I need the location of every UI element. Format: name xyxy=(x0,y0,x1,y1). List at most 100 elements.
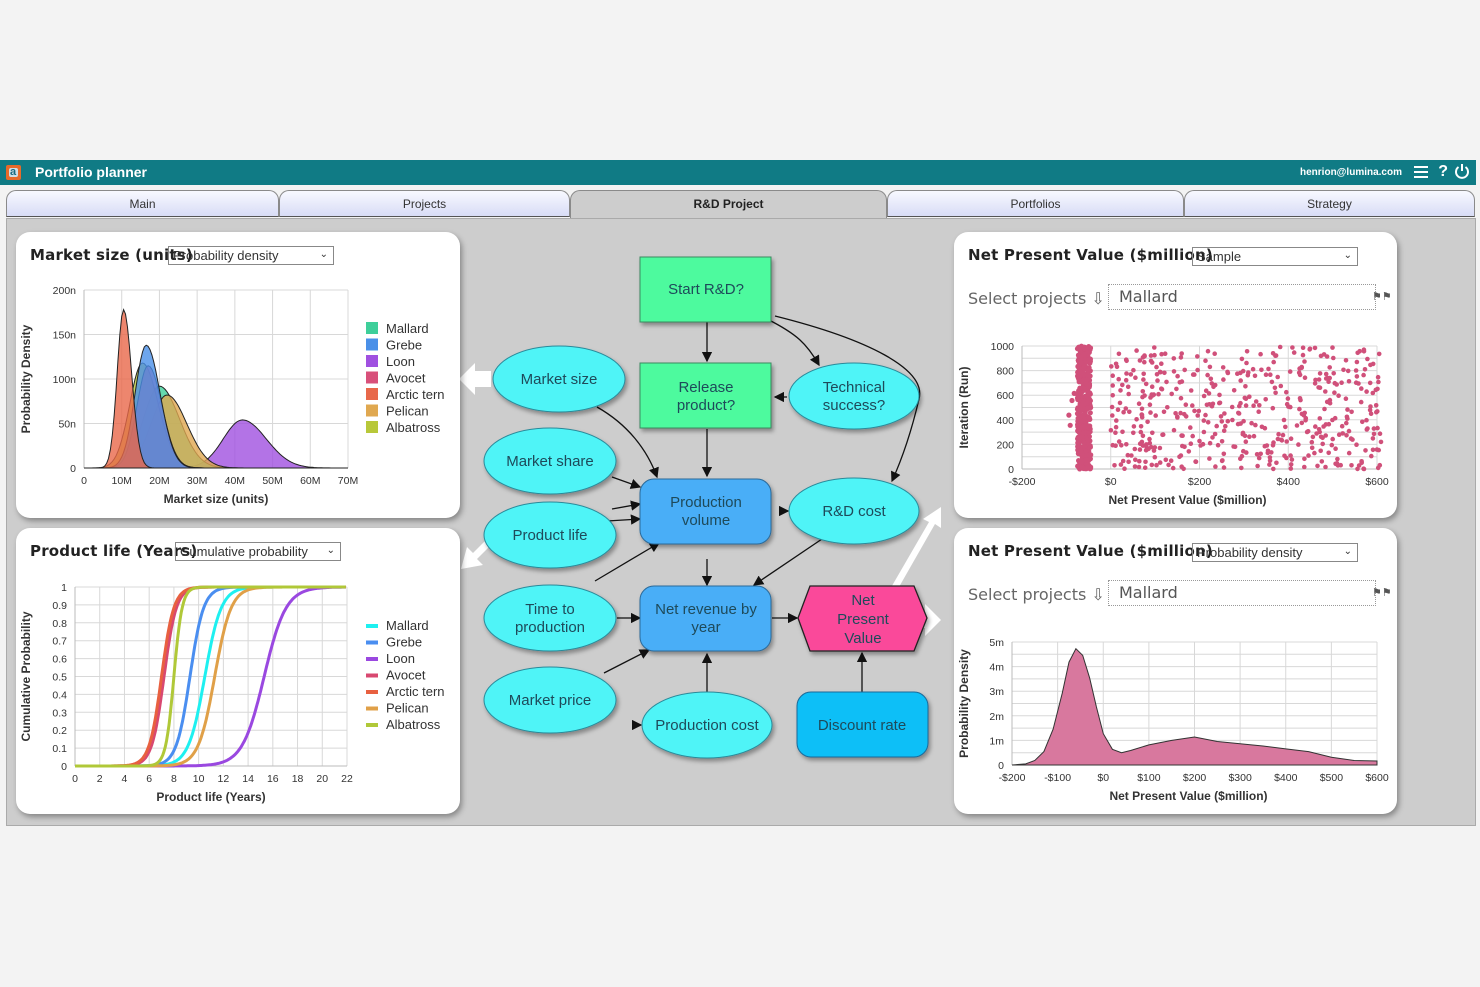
tab-rd-project[interactable]: R&D Project xyxy=(570,190,887,220)
panel-npv-sample: Net Present Value ($million) Sample ⌄ Sel… xyxy=(954,232,1397,518)
svg-text:70M: 70M xyxy=(338,475,358,487)
svg-text:14: 14 xyxy=(242,773,254,785)
svg-text:1m: 1m xyxy=(989,735,1004,747)
node-production-volume[interactable] xyxy=(639,478,772,545)
tab-projects[interactable]: Projects xyxy=(279,190,570,217)
node-label: Release xyxy=(678,379,733,396)
svg-text:$200: $200 xyxy=(1183,772,1207,784)
panel-product-life: Product life (Years) Cumulative probabil… xyxy=(16,528,460,814)
svg-text:0.7: 0.7 xyxy=(52,636,67,648)
select-projects-label: Select projects ⇩ xyxy=(968,585,1105,604)
panel-npv-density: Net Present Value ($million) Probability… xyxy=(954,528,1397,814)
node-technical-success[interactable] xyxy=(788,362,920,430)
node-market-share[interactable] xyxy=(483,427,617,495)
svg-text:$400: $400 xyxy=(1274,772,1298,784)
node-net-revenue[interactable] xyxy=(639,585,772,652)
node-label: product? xyxy=(677,397,735,414)
svg-text:Albatross: Albatross xyxy=(386,420,441,435)
select-projects-label: Select projects ⇩ xyxy=(968,289,1105,308)
node-product-life[interactable] xyxy=(483,501,617,569)
svg-text:$600: $600 xyxy=(1365,772,1389,784)
tab-bar: Main Projects R&D Project Portfolios Str… xyxy=(6,190,1476,220)
svg-text:20: 20 xyxy=(316,773,328,785)
node-market-price[interactable] xyxy=(483,666,617,734)
svg-text:$0: $0 xyxy=(1097,772,1109,784)
svg-text:$300: $300 xyxy=(1228,772,1252,784)
node-label: Value xyxy=(844,630,881,647)
svg-text:18: 18 xyxy=(292,773,304,785)
svg-text:4: 4 xyxy=(122,773,128,785)
svg-text:Mallard: Mallard xyxy=(386,321,429,336)
view-select[interactable]: Cumulative probability ⌄ xyxy=(175,542,341,561)
panel-title: Market size (units) xyxy=(30,246,193,264)
svg-text:-$100: -$100 xyxy=(1044,772,1071,784)
svg-text:0: 0 xyxy=(72,773,78,785)
view-select[interactable]: Probability density ⌄ xyxy=(168,246,334,265)
svg-text:2: 2 xyxy=(97,773,103,785)
svg-text:2m: 2m xyxy=(989,711,1004,723)
panel-title: Product life (Years) xyxy=(30,542,198,560)
svg-text:$600: $600 xyxy=(1365,476,1389,488)
svg-text:Avocet: Avocet xyxy=(386,668,426,683)
list-tool-icons[interactable]: ⚑⚑ xyxy=(1372,291,1392,303)
node-rd-cost[interactable] xyxy=(788,477,920,545)
svg-text:Iteration (Run): Iteration (Run) xyxy=(957,367,971,449)
svg-text:Product life (Years): Product life (Years) xyxy=(156,790,265,804)
chevron-down-icon: ⌄ xyxy=(319,249,328,260)
svg-text:0: 0 xyxy=(61,761,67,773)
node-production-cost[interactable] xyxy=(641,691,773,759)
down-arrow-icon[interactable]: ⇩ xyxy=(1091,289,1105,308)
node-npv[interactable] xyxy=(797,585,928,652)
svg-text:Arctic tern: Arctic tern xyxy=(386,684,445,699)
down-arrow-icon[interactable]: ⇩ xyxy=(1091,585,1105,604)
svg-text:400: 400 xyxy=(996,415,1014,427)
svg-text:-$200: -$200 xyxy=(999,772,1026,784)
svg-text:8: 8 xyxy=(171,773,177,785)
node-label: Discount rate xyxy=(818,717,906,734)
help-icon[interactable]: ? xyxy=(1438,163,1448,180)
svg-text:$200: $200 xyxy=(1188,476,1212,488)
svg-text:Pelican: Pelican xyxy=(386,404,429,419)
svg-text:3m: 3m xyxy=(989,686,1004,698)
app-window: a Portfolio planner henrion@lumina.com ?… xyxy=(0,160,1476,826)
svg-text:50M: 50M xyxy=(262,475,282,487)
project-multiselect[interactable]: Mallard xyxy=(1108,580,1376,606)
list-tool-icons[interactable]: ⚑⚑ xyxy=(1372,587,1392,599)
node-market-size[interactable] xyxy=(492,345,626,413)
svg-text:800: 800 xyxy=(996,366,1014,378)
node-release-product[interactable] xyxy=(639,362,772,429)
node-label: Net xyxy=(851,592,875,609)
svg-text:22: 22 xyxy=(341,773,353,785)
svg-text:Loon: Loon xyxy=(386,354,415,369)
svg-text:600: 600 xyxy=(996,390,1014,402)
svg-text:5m: 5m xyxy=(989,637,1004,649)
svg-text:0: 0 xyxy=(998,760,1004,772)
svg-text:-$200: -$200 xyxy=(1009,476,1036,488)
svg-text:6: 6 xyxy=(146,773,152,785)
svg-text:Avocet: Avocet xyxy=(386,371,426,386)
svg-text:0.5: 0.5 xyxy=(52,672,67,684)
power-icon[interactable] xyxy=(1454,163,1470,179)
menu-icon[interactable] xyxy=(1414,163,1428,181)
svg-text:Market size (units): Market size (units) xyxy=(164,492,269,506)
svg-text:$400: $400 xyxy=(1277,476,1301,488)
project-multiselect[interactable]: Mallard xyxy=(1108,284,1376,310)
svg-text:0.4: 0.4 xyxy=(52,689,67,701)
node-start-rd[interactable] xyxy=(639,256,772,323)
view-select[interactable]: Sample ⌄ xyxy=(1192,247,1358,266)
svg-text:$0: $0 xyxy=(1105,476,1117,488)
node-discount-rate[interactable] xyxy=(796,691,929,758)
svg-text:Probability Density: Probability Density xyxy=(957,649,971,758)
svg-text:40M: 40M xyxy=(225,475,245,487)
tab-portfolios[interactable]: Portfolios xyxy=(887,190,1184,217)
tab-main[interactable]: Main xyxy=(6,190,279,217)
tab-strategy[interactable]: Strategy xyxy=(1184,190,1475,217)
view-select[interactable]: Probability density ⌄ xyxy=(1192,543,1358,562)
node-label: Production xyxy=(670,494,742,511)
user-email[interactable]: henrion@lumina.com xyxy=(1300,167,1402,178)
node-time-to-production[interactable] xyxy=(483,584,617,652)
panel-title: Net Present Value ($million) xyxy=(968,542,1213,560)
npv-scatter-chart: -$200 $0 $200 $400 $600 0 200 400 600 800 1000 Net … xyxy=(957,341,1389,507)
svg-text:Net Present Value ($million): Net Present Value ($million) xyxy=(1109,789,1267,803)
svg-text:Net Present Value ($million): Net Present Value ($million) xyxy=(1108,493,1266,507)
